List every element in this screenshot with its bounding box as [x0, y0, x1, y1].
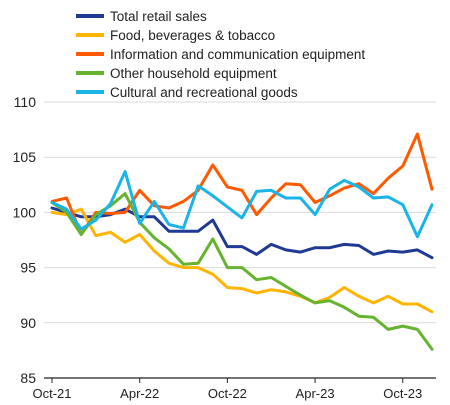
x-tick-label: Apr-22	[120, 386, 159, 401]
x-axis-ticks: Oct-21 Apr-22 Oct-22 Apr-23 Oct-23	[32, 378, 422, 401]
legend-label: Information and communication equipment	[110, 47, 365, 62]
series-line-2	[50, 207, 434, 314]
series-line-5	[50, 170, 434, 239]
y-tick-label: 85	[20, 370, 36, 386]
series-lines	[50, 132, 434, 351]
x-tick-label: Apr-23	[296, 386, 335, 401]
y-tick-label: 110	[14, 94, 37, 110]
y-axis-tick-labels: 85 90 95 100 105 110	[13, 94, 37, 386]
legend-label: Cultural and recreational goods	[110, 85, 298, 100]
series-line-3	[50, 132, 434, 236]
legend-label: Food, beverages & tobacco	[110, 28, 275, 43]
y-tick-label: 100	[13, 204, 37, 220]
legend-label: Total retail sales	[110, 9, 207, 24]
series-line-4	[50, 192, 434, 351]
x-tick-label: Oct-22	[208, 386, 247, 401]
y-tick-label: 105	[13, 149, 37, 165]
legend-label: Other household equipment	[110, 66, 277, 81]
x-tick-label: Oct-21	[32, 386, 71, 401]
y-tick-label: 95	[20, 260, 36, 276]
y-tick-label: 90	[20, 315, 36, 331]
legend: Total retail sales Food, beverages & toba…	[76, 9, 365, 100]
x-tick-label: Oct-23	[383, 386, 422, 401]
